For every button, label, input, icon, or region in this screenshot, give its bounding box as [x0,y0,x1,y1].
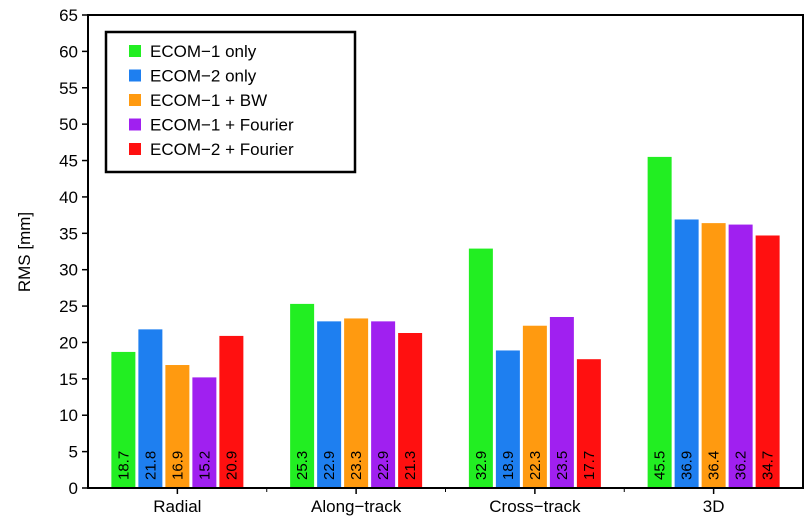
y-tick-label: 0 [69,479,78,498]
bar [192,377,217,488]
data-label: 15.2 [196,451,213,480]
data-label: 34.7 [760,451,777,480]
legend: ECOM−1 only ECOM−2 only ECOM−1 + BW ECOM−1 … [104,30,357,174]
legend-swatch [129,69,141,82]
bar [371,321,396,488]
data-label: 20.9 [223,451,240,480]
bars-group [111,156,780,488]
legend-box [104,30,357,174]
bar [165,365,190,488]
legend-swatch [129,143,141,155]
data-label: 22.9 [321,451,338,480]
legend-label: ECOM−1 + BW [150,91,267,110]
bar [701,223,726,488]
y-tick-label: 10 [59,406,78,425]
axes-group: 0 5 10 15 20 25 30 35 40 45 50 55 60 65 Radial Along−tr… [59,6,724,516]
bar [755,235,780,488]
bar [728,224,753,488]
legend-swatch [129,94,141,106]
bar [111,351,136,488]
bar [344,318,369,488]
data-label: 22.3 [527,451,544,480]
y-tick-label: 50 [59,115,78,134]
data-label: 45.5 [652,451,669,480]
bar [647,156,672,488]
data-label: 36.2 [733,451,750,480]
data-label: 23.3 [348,451,365,480]
data-label: 17.7 [581,451,598,480]
data-label: 18.9 [500,451,517,480]
y-tick-label: 25 [59,297,78,316]
y-axis-title: RMS [mm] [15,212,34,292]
y-tick-label: 60 [59,42,78,61]
bar [495,350,520,488]
legend-swatch [129,118,141,131]
data-label: 32.9 [473,451,490,480]
bar [138,329,163,488]
data-label: 25.3 [294,451,311,480]
data-label: 36.4 [706,451,723,480]
x-tick-label: 3D [703,497,725,516]
data-label: 21.8 [142,451,159,480]
legend-swatch [129,45,141,57]
legend-label: ECOM−2 + Fourier [150,140,294,159]
plot-frame [87,14,804,489]
bar [674,219,699,488]
y-tick-label: 30 [59,261,78,280]
legend-label: ECOM−2 only [150,67,257,86]
data-label: 23.5 [554,451,571,480]
data-label: 22.9 [375,451,392,480]
bar [290,303,315,488]
data-labels-group: 18.7 21.8 16.9 15.2 20.9 25.3 22.9 23.3 22.9 21.3… [115,451,776,480]
x-tick-label: Cross−track [489,497,581,516]
data-label: 36.9 [679,451,696,480]
legend-label: ECOM−1 only [150,42,257,61]
y-tick-label: 15 [59,370,78,389]
y-tick-label: 5 [69,443,78,462]
y-tick-label: 20 [59,333,78,352]
bar [522,325,547,488]
y-tick-label: 65 [59,6,78,25]
bar [549,316,574,488]
bar [468,248,493,488]
data-label: 21.3 [402,451,419,480]
legend-label: ECOM−1 + Fourier [150,116,294,135]
bar [317,321,342,488]
bar [398,333,423,488]
bar [576,359,601,488]
y-tick-label: 45 [59,152,78,171]
y-tick-label: 55 [59,79,78,98]
x-tick-label: Radial [153,497,201,516]
bar [219,335,244,488]
data-label: 16.9 [169,451,186,480]
data-label: 18.7 [115,451,132,480]
y-tick-label: 35 [59,224,78,243]
x-tick-label: Along−track [311,497,402,516]
y-tick-label: 40 [59,188,78,207]
